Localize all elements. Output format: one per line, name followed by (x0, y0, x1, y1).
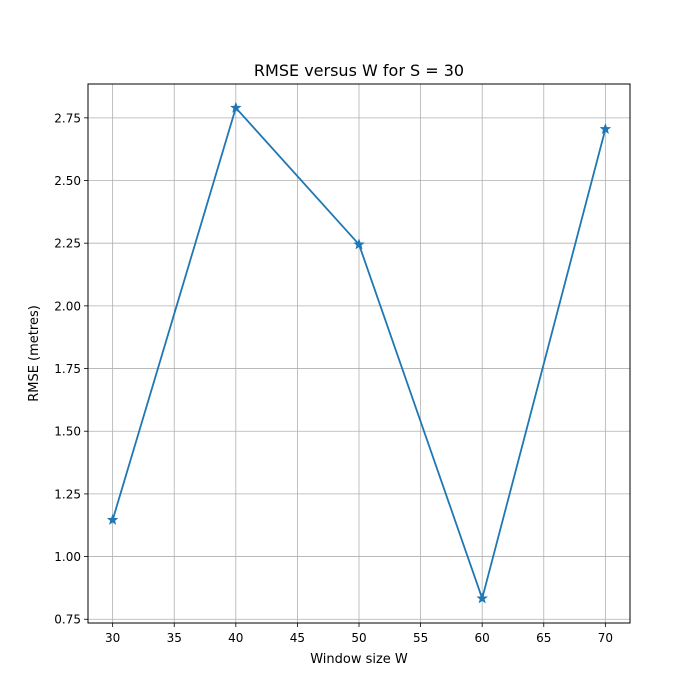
y-tick-label: 1.25 (54, 487, 81, 501)
x-tick-label: 65 (536, 631, 551, 645)
x-tick-label: 45 (290, 631, 305, 645)
data-point-marker (106, 513, 119, 525)
axis-ticks: 30 35 40 45 50 55 60 65 70 0.75 1.00 1.25 1.50 1.75 2.… (54, 111, 613, 645)
data-point-marker (599, 123, 612, 135)
y-axis-label: RMSE (metres) (27, 305, 42, 402)
y-tick-label: 2.75 (54, 111, 81, 125)
data-point-marker (230, 101, 242, 113)
x-tick-label: 50 (351, 631, 366, 645)
y-tick-label: 2.50 (54, 174, 81, 188)
y-tick-label: 1.50 (54, 425, 81, 439)
y-tick-label: 2.00 (54, 299, 81, 313)
x-axis-label: Window size W (310, 652, 408, 667)
y-tick-label: 1.75 (54, 362, 81, 376)
x-tick-label: 60 (475, 631, 490, 645)
x-tick-label: 40 (228, 631, 243, 645)
data-point-marker (476, 592, 488, 604)
x-tick-label: 55 (413, 631, 428, 645)
data-point-marker (353, 238, 365, 250)
y-tick-label: 2.25 (54, 237, 81, 251)
grid (88, 84, 630, 623)
y-tick-label: 1.00 (54, 550, 81, 564)
x-tick-label: 35 (167, 631, 182, 645)
y-tick-label: 0.75 (54, 613, 81, 627)
chart-title: RMSE versus W for S = 30 (254, 61, 464, 80)
x-tick-label: 70 (598, 631, 613, 645)
series-layer (106, 101, 612, 604)
x-tick-label: 30 (105, 631, 120, 645)
